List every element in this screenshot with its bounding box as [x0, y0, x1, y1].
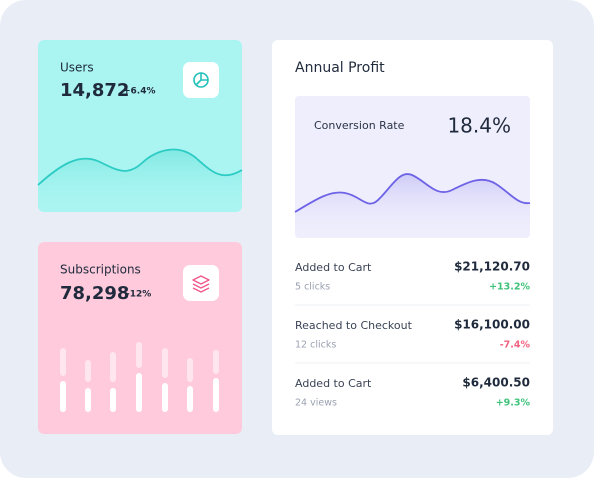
- decorative-bars: [60, 342, 219, 412]
- item-change: -7.4%: [500, 340, 531, 351]
- item-list: Added to Cart $21,120.70 5 clicks +13.2% Rea…: [295, 260, 530, 409]
- conversion-label: Conversion Rate: [314, 119, 405, 132]
- item-amount: $16,100.00: [454, 318, 530, 332]
- item-detail: 12 clicks: [295, 340, 336, 351]
- sparkline-area: [295, 174, 530, 238]
- sparkline-area: [38, 149, 242, 212]
- card-title: Subscriptions: [60, 263, 141, 277]
- card-title: Users: [60, 61, 94, 75]
- sparkline: [294, 173, 531, 213]
- pie-icon-lines: [195, 73, 208, 86]
- item-amount: $21,120.70: [454, 260, 530, 274]
- item-change: +13.2%: [489, 282, 530, 293]
- card-value: 14,872: [60, 80, 129, 101]
- item-label: Added to Cart: [295, 377, 372, 390]
- subscriptions-card: Subscriptions 78,298 -12%: [38, 242, 242, 434]
- profit-card: Annual Profit Conversion Rate 18.4% Adde…: [272, 40, 553, 435]
- item-label: Reached to Checkout: [295, 319, 413, 332]
- item-amount: $6,400.50: [462, 376, 530, 390]
- sparkline: [37, 148, 243, 186]
- item-change: +9.3%: [496, 398, 531, 409]
- item-detail: 5 clicks: [295, 282, 330, 293]
- item-label: Added to Cart: [295, 261, 372, 274]
- card-title: Annual Profit: [295, 60, 385, 76]
- item-detail: 24 views: [295, 398, 337, 409]
- card-value: 78,298: [60, 283, 129, 304]
- conversion-value: 18.4%: [447, 114, 511, 138]
- users-card: Users 14,872 +6.4%: [37, 40, 243, 212]
- card-change: -12%: [126, 290, 151, 300]
- card-change: +6.4%: [123, 87, 156, 97]
- layers-icon: [192, 275, 210, 293]
- icon-box[interactable]: [183, 265, 219, 301]
